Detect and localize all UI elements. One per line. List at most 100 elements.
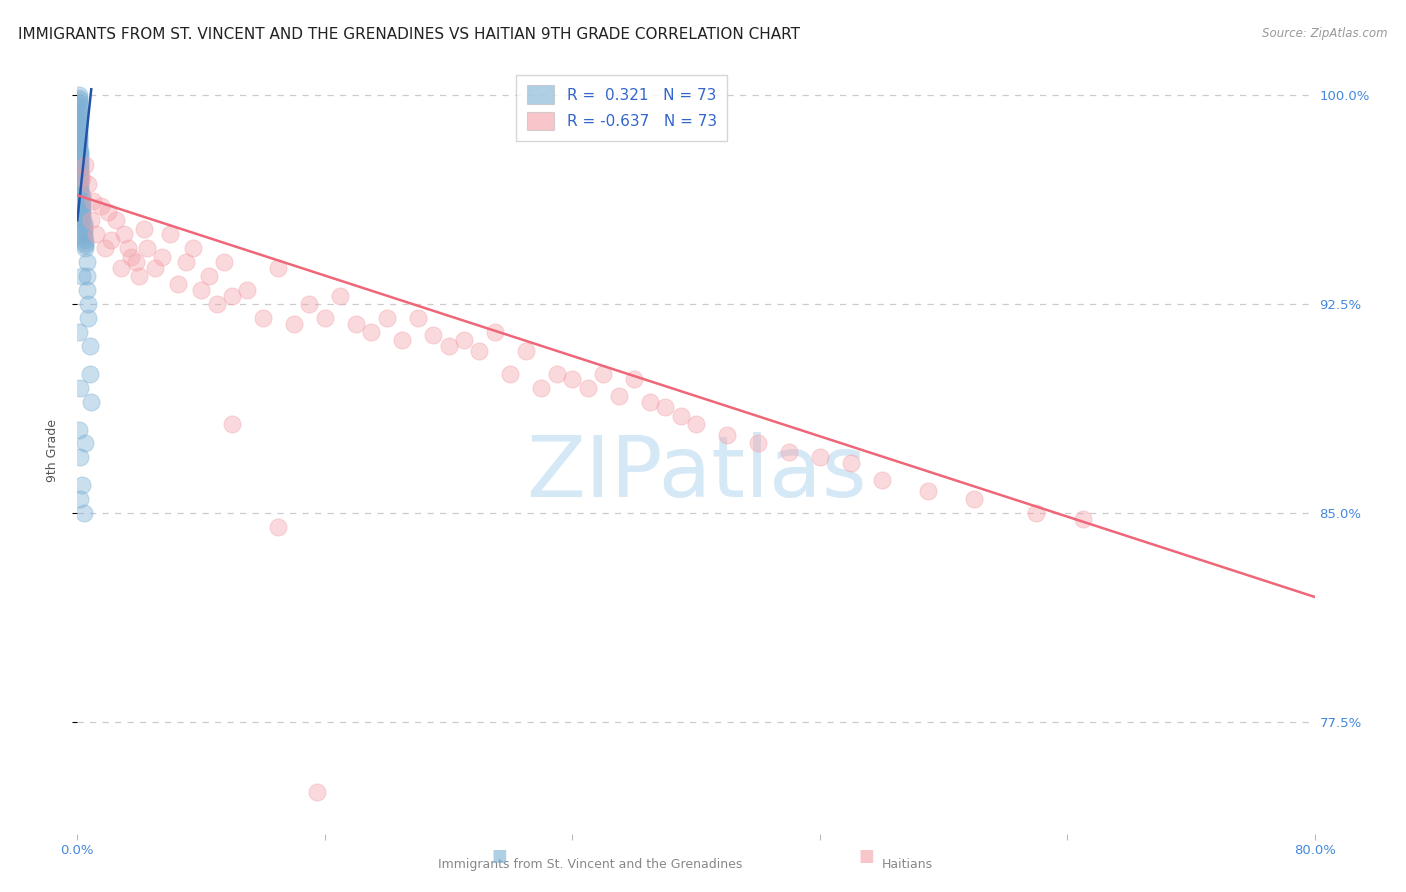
Point	[422, 327, 444, 342]
Point	[67, 132, 90, 146]
Point	[75, 238, 96, 252]
Point	[406, 310, 429, 325]
Point	[870, 473, 893, 487]
Point	[72, 219, 94, 233]
Point	[76, 283, 98, 297]
Point	[67, 121, 90, 136]
Point	[125, 255, 148, 269]
Point	[190, 283, 212, 297]
Text: ■: ■	[858, 847, 875, 865]
Point	[69, 146, 91, 161]
Point	[69, 149, 91, 163]
Point	[136, 241, 159, 255]
Point	[72, 216, 94, 230]
Point	[76, 269, 98, 284]
Point	[391, 333, 413, 347]
Point	[499, 367, 522, 381]
Point	[70, 211, 93, 225]
Point	[747, 436, 769, 450]
Point	[67, 112, 90, 127]
Point	[112, 227, 135, 242]
Point	[69, 152, 91, 166]
Point	[75, 157, 96, 171]
Point	[669, 409, 692, 423]
Point	[67, 90, 90, 104]
Point	[84, 227, 107, 242]
Point	[69, 166, 91, 180]
Point	[808, 450, 831, 465]
Point	[67, 110, 90, 124]
Point	[69, 169, 91, 183]
Point	[69, 450, 91, 465]
Point	[69, 381, 91, 395]
Point	[69, 183, 91, 197]
Point	[267, 520, 290, 534]
Point	[592, 367, 614, 381]
Point	[128, 269, 150, 284]
Point	[67, 104, 90, 119]
Point	[67, 119, 90, 133]
Point	[70, 188, 93, 202]
Point	[70, 194, 93, 208]
Point	[67, 423, 90, 437]
Point	[121, 250, 143, 264]
Point	[839, 456, 862, 470]
Point	[69, 171, 91, 186]
Point	[69, 154, 91, 169]
Point	[484, 325, 506, 339]
Point	[67, 325, 90, 339]
Point	[67, 94, 90, 108]
Point	[561, 372, 583, 386]
Point	[70, 269, 93, 284]
Point	[205, 297, 228, 311]
Point	[623, 372, 645, 386]
Point	[77, 177, 100, 191]
Point	[72, 230, 94, 244]
Point	[94, 241, 117, 255]
Point	[174, 255, 197, 269]
Point	[159, 227, 181, 242]
Point	[67, 102, 90, 116]
Text: ■: ■	[491, 847, 508, 865]
Point	[375, 310, 398, 325]
Point	[67, 107, 90, 121]
Point	[67, 99, 90, 113]
Point	[75, 235, 96, 250]
Point	[100, 233, 122, 247]
Point	[80, 394, 103, 409]
Point	[778, 445, 800, 459]
Point	[75, 233, 96, 247]
Point	[515, 344, 537, 359]
Point	[69, 144, 91, 158]
Point	[283, 317, 305, 331]
Point	[97, 205, 120, 219]
Point	[90, 199, 111, 213]
Point	[77, 297, 100, 311]
Point	[716, 428, 738, 442]
Text: ZIPatlas: ZIPatlas	[526, 432, 866, 515]
Point	[453, 333, 475, 347]
Point	[576, 381, 599, 395]
Point	[72, 225, 94, 239]
Point	[1025, 506, 1047, 520]
Point	[72, 506, 94, 520]
Point	[69, 161, 91, 175]
Point	[67, 135, 90, 149]
Point	[546, 367, 568, 381]
Point	[685, 417, 707, 431]
Point	[221, 417, 243, 431]
Point	[70, 208, 93, 222]
Point	[67, 96, 90, 111]
Point	[69, 179, 91, 194]
Point	[221, 288, 243, 302]
Point	[314, 310, 336, 325]
Text: Immigrants from St. Vincent and the Grenadines: Immigrants from St. Vincent and the Gren…	[439, 857, 742, 871]
Point	[132, 221, 155, 235]
Point	[67, 129, 90, 144]
Point	[67, 141, 90, 155]
Text: IMMIGRANTS FROM ST. VINCENT AND THE GRENADINES VS HAITIAN 9TH GRADE CORRELATION : IMMIGRANTS FROM ST. VINCENT AND THE GREN…	[18, 27, 800, 42]
Point	[76, 255, 98, 269]
Point	[344, 317, 367, 331]
Point	[67, 124, 90, 138]
Text: Haitians: Haitians	[882, 857, 932, 871]
